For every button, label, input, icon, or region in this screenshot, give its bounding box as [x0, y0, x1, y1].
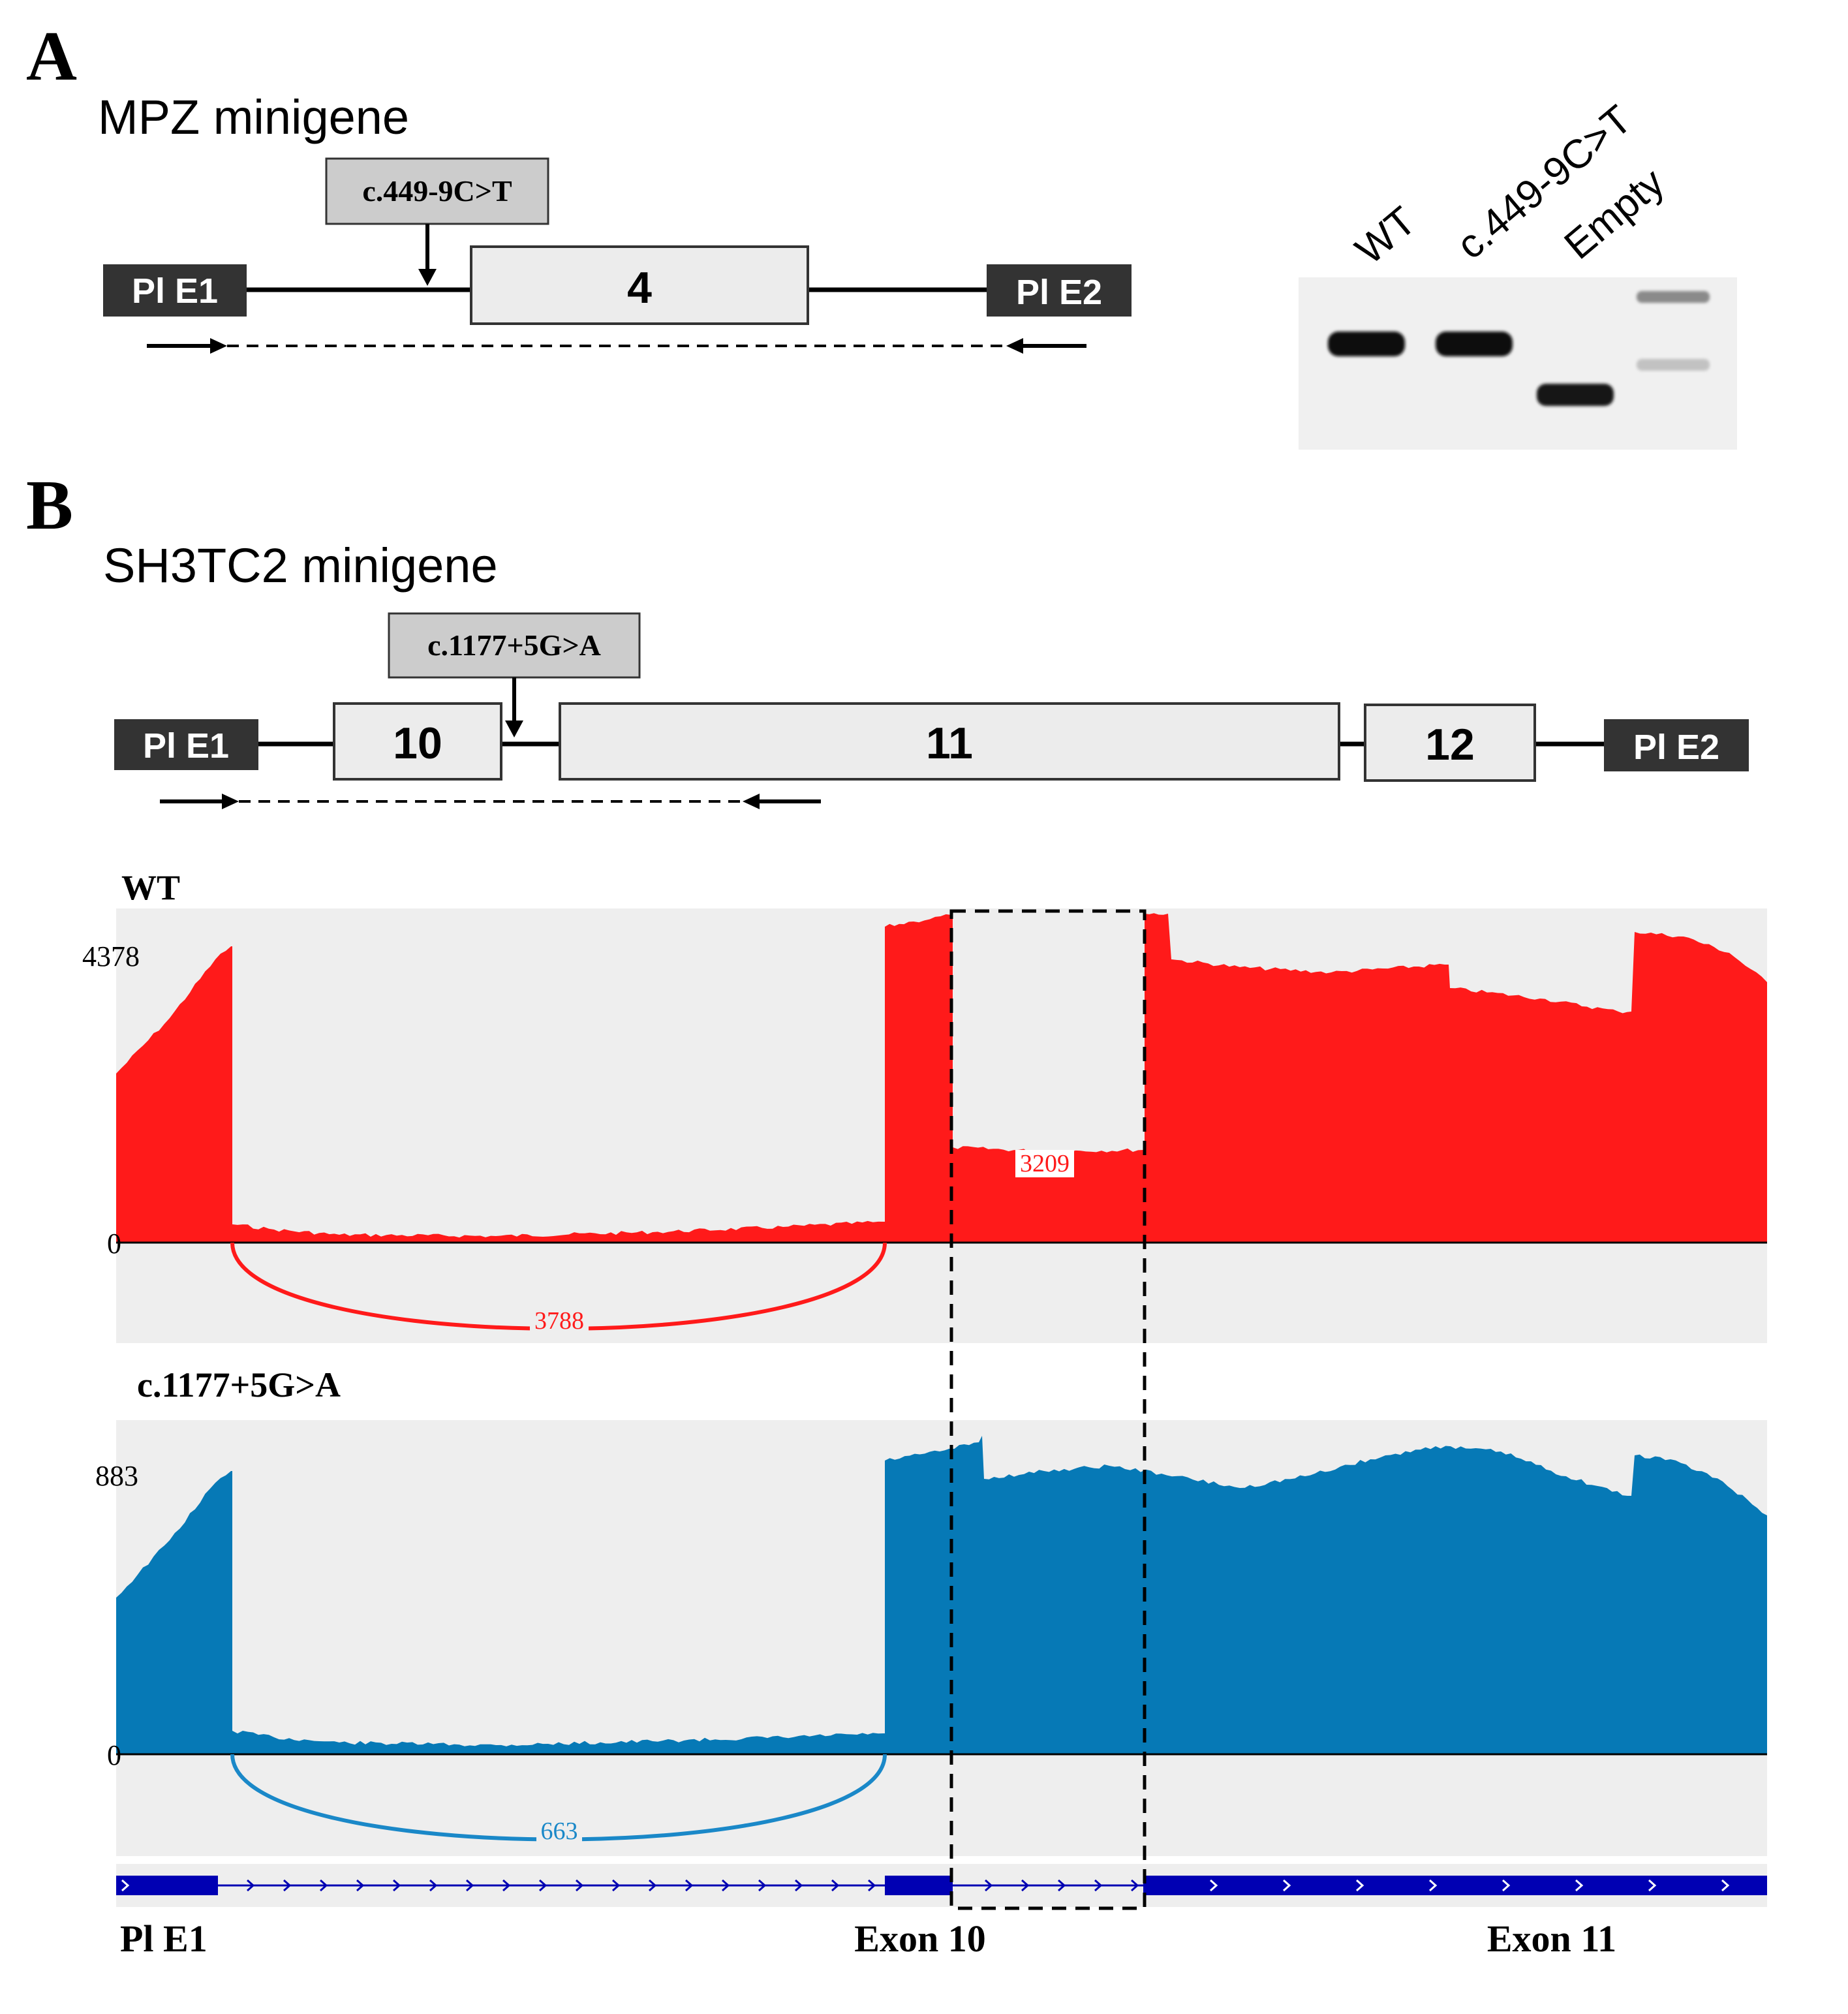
- strand-chevron: [466, 1879, 474, 1892]
- mutant-max-label: 883: [95, 1460, 138, 1492]
- strand-chevron: [612, 1879, 621, 1892]
- panel-a-letter: A: [26, 18, 77, 95]
- strand-chevron: [283, 1879, 292, 1892]
- strand-chevron: [539, 1879, 547, 1892]
- strand-chevron: [1021, 1879, 1030, 1892]
- panel-b-exon-pl-e2: [1604, 719, 1749, 771]
- strand-chevron: [393, 1879, 401, 1892]
- mutant-zero-label: 0: [107, 1739, 121, 1771]
- strand-chevron: [1131, 1879, 1139, 1892]
- wt-box-label-bg: [1015, 1150, 1074, 1177]
- panel-b-forward-primer-head: [222, 794, 239, 809]
- strand-chevron: [758, 1879, 767, 1892]
- gene-exon-11: [1143, 1876, 1767, 1895]
- strand-chevron: [1575, 1879, 1584, 1892]
- strand-chevron: [1356, 1879, 1364, 1892]
- wt-junction-count: 3788: [534, 1307, 584, 1335]
- panel-b-exon-11-label: 11: [926, 719, 973, 768]
- gene-label-exon-10: Exon 10: [854, 1917, 985, 1960]
- strand-chevron: [1721, 1879, 1730, 1892]
- panel-b-letter: B: [26, 467, 73, 544]
- strand-chevron: [1210, 1879, 1218, 1892]
- strand-chevron: [985, 1879, 993, 1892]
- panel-b-exon-12: [1364, 704, 1536, 782]
- gel-band-empty: [1537, 384, 1614, 406]
- panel-b-mutation-box: [388, 612, 641, 679]
- strand-chevron: [685, 1879, 694, 1892]
- mutant-junction-count: 663: [541, 1818, 578, 1845]
- gel-band-wt: [1328, 332, 1405, 356]
- panel-a-reverse-primer-head: [1006, 338, 1023, 354]
- retention-region-box: [949, 909, 1147, 1910]
- panel-b-exon-pl-e2-label: Pl E2: [1633, 728, 1719, 767]
- panel-b-exon-10: [333, 702, 502, 781]
- strand-chevron: [429, 1879, 438, 1892]
- mutant-junction-label-bg: [536, 1817, 582, 1843]
- strand-chevron: [795, 1879, 803, 1892]
- strand-chevron: [722, 1879, 730, 1892]
- gene-strand-chevrons: [121, 1879, 1730, 1892]
- panel-a-mutation-label: c.449-9C>T: [362, 174, 512, 208]
- strand-chevron: [576, 1879, 584, 1892]
- strand-chevron: [649, 1879, 657, 1892]
- strand-chevron: [1429, 1879, 1438, 1892]
- panel-b-exon-10-label: 10: [393, 719, 442, 768]
- strand-chevron: [868, 1879, 876, 1892]
- mutant-track-title: c.1177+5G>A: [137, 1365, 341, 1404]
- panel-b-exon-pl-e1: [114, 719, 258, 770]
- strand-chevron: [502, 1879, 511, 1892]
- wt-max-label: 4378: [82, 940, 140, 972]
- panel-b-exon-11: [559, 702, 1340, 781]
- panel-b: B SH3TC2 minigene c.1177+5G>A Pl E1 10 1…: [26, 467, 1767, 1960]
- gel-lane-label-wt: WT: [1348, 198, 1424, 273]
- panel-a-exon-4-label: 4: [627, 263, 652, 313]
- panel-b-title: SH3TC2 minigene: [103, 538, 498, 593]
- panel-a: A MPZ minigene c.449-9C>T Pl E1 4 Pl E2 …: [26, 18, 1737, 450]
- strand-chevron: [121, 1879, 130, 1892]
- panel-b-mutation-arrowhead: [505, 720, 523, 737]
- panel-a-exon-pl-e1-label: Pl E1: [132, 271, 218, 311]
- panel-b-mutation-label: c.1177+5G>A: [427, 628, 601, 662]
- strand-chevron: [356, 1879, 365, 1892]
- wt-track-title: WT: [121, 868, 180, 907]
- strand-chevron: [1058, 1879, 1066, 1892]
- panel-b-reverse-primer-head: [743, 794, 760, 809]
- strand-chevron: [247, 1879, 255, 1892]
- strand-chevron: [320, 1879, 328, 1892]
- panel-a-title: MPZ minigene: [98, 90, 409, 144]
- panel-b-exon-12-label: 12: [1425, 720, 1475, 769]
- mutant-coverage-area: [116, 1436, 1767, 1754]
- panel-a-exon-pl-e1: [103, 264, 247, 317]
- panel-b-exon-pl-e1-label: Pl E1: [143, 726, 229, 766]
- panel-a-exon-4: [470, 245, 809, 325]
- panel-a-exon-pl-e2: [987, 264, 1132, 317]
- panel-a-mutation-box: [325, 157, 549, 225]
- gene-exon-pl-e1: [116, 1876, 218, 1895]
- gene-label-exon-11: Exon 11: [1487, 1917, 1616, 1960]
- strand-chevron: [1094, 1879, 1103, 1892]
- panel-a-exon-pl-e2-label: Pl E2: [1016, 273, 1102, 312]
- panel-a-forward-primer-head: [210, 338, 227, 354]
- gene-label-pl-e1: Pl E1: [120, 1917, 208, 1960]
- wt-junction-label-bg: [530, 1307, 589, 1333]
- strand-chevron: [1502, 1879, 1511, 1892]
- strand-chevron: [1283, 1879, 1291, 1892]
- wt-coverage-area: [116, 913, 1767, 1243]
- wt-box-count: 3209: [1020, 1150, 1070, 1177]
- strand-chevron: [1648, 1879, 1657, 1892]
- gel-band-mutant: [1436, 332, 1513, 356]
- gel-ladder-band-lower: [1637, 359, 1710, 371]
- strand-chevron: [831, 1879, 840, 1892]
- wt-zero-label: 0: [107, 1228, 121, 1260]
- panel-a-mutation-arrowhead: [418, 269, 437, 286]
- gene-exon-10: [885, 1876, 953, 1895]
- gel-ladder-band-upper: [1637, 291, 1710, 303]
